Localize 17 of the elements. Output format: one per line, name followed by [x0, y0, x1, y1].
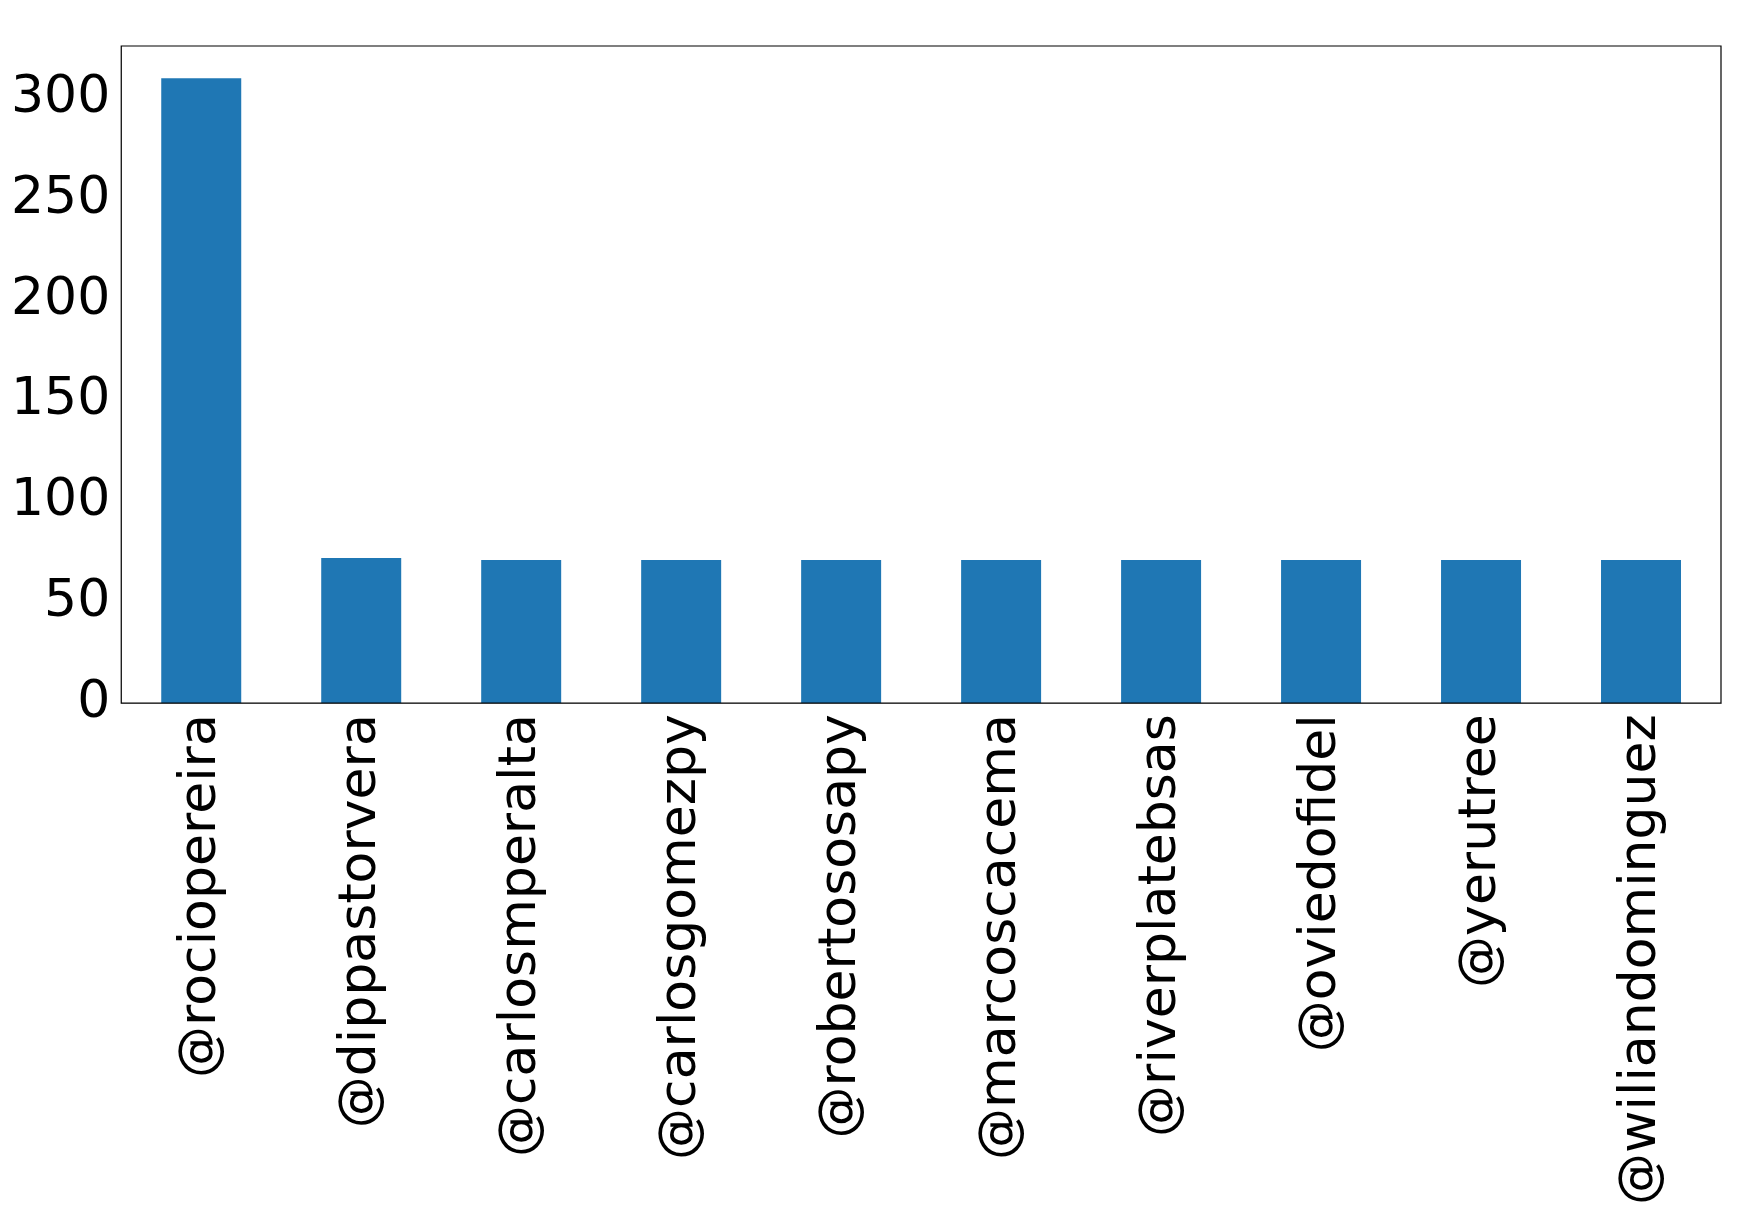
- x-tick-label: @riverplatebsas: [1126, 714, 1187, 1137]
- y-tick-label: 200: [10, 265, 111, 326]
- x-tick-label: @oviedofidel: [1286, 714, 1347, 1053]
- x-tick-label: @carlosgomezpy: [646, 714, 707, 1160]
- y-tick-label: 50: [44, 567, 111, 628]
- y-tick-label: 100: [10, 467, 111, 528]
- y-tick-label: 0: [77, 668, 111, 729]
- x-tick-label: @marcoscacema: [966, 714, 1027, 1160]
- x-tick-label: @carlosmperalta: [486, 714, 547, 1157]
- x-tick-label: @dippastorvera: [326, 714, 387, 1129]
- x-tick-label: @rociopereira: [166, 714, 227, 1078]
- x-tick-label: @yerutree: [1446, 714, 1507, 988]
- y-tick-label: 250: [10, 164, 111, 225]
- y-tick-label: 300: [10, 63, 111, 124]
- x-tick-label: @wiliandominguez: [1606, 714, 1667, 1205]
- x-tick-label: @robertososapy: [806, 714, 867, 1139]
- y-tick-label: 150: [10, 366, 111, 427]
